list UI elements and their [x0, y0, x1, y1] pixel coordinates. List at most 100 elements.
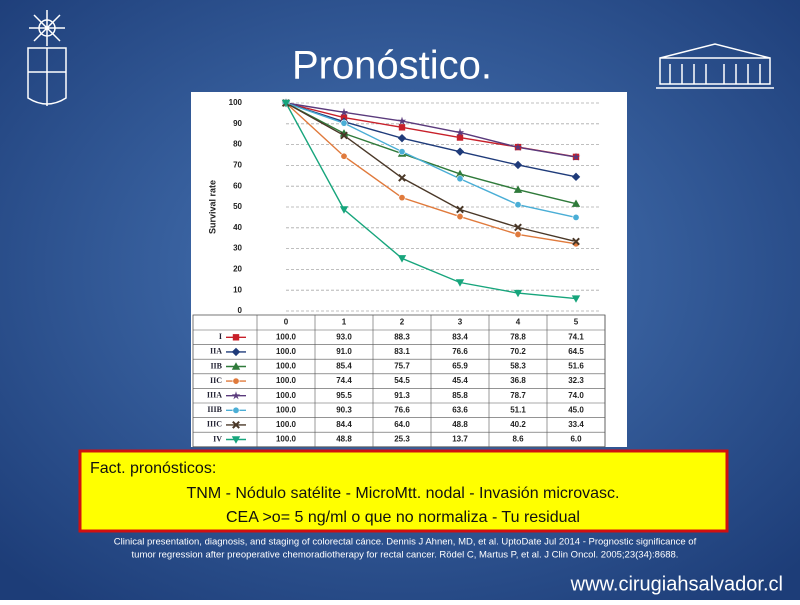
table-cell: 93.0 [336, 332, 352, 341]
table-cell: 58.3 [510, 362, 526, 371]
y-tick-label: 0 [238, 306, 243, 315]
data-point [513, 142, 523, 151]
table-header: 1 [342, 318, 347, 327]
table-cell: 100.0 [276, 405, 297, 414]
data-point [514, 230, 522, 238]
data-point [513, 289, 523, 298]
table-cell: 85.4 [336, 362, 352, 371]
table-cell: 51.1 [510, 405, 526, 414]
table-header: 3 [458, 318, 463, 327]
legend-label: IIIB [207, 405, 222, 414]
table-cell: 83.1 [394, 347, 410, 356]
table-cell: 70.2 [510, 347, 526, 356]
citation: tumor regression after preoperative chem… [132, 550, 679, 561]
data-point [455, 279, 465, 287]
series-line [285, 102, 577, 245]
data-point [455, 147, 465, 156]
legend-marker [232, 420, 240, 429]
data-point [513, 185, 523, 193]
table-header: 4 [516, 318, 521, 327]
y-tick-label: 60 [233, 181, 242, 190]
data-point [456, 134, 464, 141]
table-cell: 64.0 [394, 420, 410, 429]
table-cell: 74.0 [568, 391, 584, 400]
legend-label: I [219, 332, 222, 341]
box-line: CEA >o= 5 ng/ml o que no normaliza - Tu … [226, 509, 580, 526]
table-cell: 95.5 [336, 391, 352, 400]
citation: Clinical presentation, diagnosis, and st… [114, 537, 697, 548]
data-point [571, 199, 581, 207]
data-point [340, 119, 348, 127]
logo-right [656, 43, 774, 89]
table-cell: 100.0 [276, 347, 297, 356]
table-cell: 63.6 [452, 405, 468, 414]
table-cell: 6.0 [570, 435, 582, 444]
table-cell: 54.5 [394, 376, 410, 385]
table-header: 0 [284, 318, 289, 327]
table-cell: 84.4 [336, 420, 352, 429]
series-line [285, 102, 577, 300]
table-cell: 100.0 [276, 362, 297, 371]
data-point [397, 133, 407, 143]
legend-marker [231, 347, 241, 357]
table-cell: 36.8 [510, 376, 526, 385]
data-point [398, 148, 406, 156]
data-point [571, 172, 581, 182]
table-cell: 48.8 [452, 420, 468, 429]
table-cell: 91.3 [394, 391, 410, 400]
data-point [339, 206, 349, 214]
table-cell: 78.8 [510, 332, 526, 341]
data-point [572, 213, 580, 221]
table-cell: 33.4 [568, 420, 584, 429]
box-line: TNM - Nódulo satélite - MicroMtt. nodal … [186, 485, 619, 502]
data-point [571, 152, 581, 161]
table-cell: 25.3 [394, 435, 410, 444]
data-point [339, 107, 349, 116]
table-cell: 100.0 [276, 420, 297, 429]
legend-marker [231, 436, 241, 444]
table-cell: 65.9 [452, 362, 468, 371]
data-point [514, 201, 522, 209]
table-cell: 74.1 [568, 332, 584, 341]
legend-label: IIC [210, 376, 222, 385]
table-cell: 90.3 [336, 405, 352, 414]
data-point [281, 99, 291, 108]
table-cell: 13.7 [452, 435, 468, 444]
y-tick-label: 80 [233, 140, 242, 149]
box-heading: Fact. pronósticos: [90, 460, 216, 477]
legend-label: IIA [210, 347, 222, 356]
table-cell: 75.7 [394, 362, 410, 371]
data-point [398, 194, 406, 202]
series-line [285, 102, 577, 219]
table-cell: 83.4 [452, 332, 468, 341]
slide-title: Pronóstico. [292, 44, 492, 88]
data-point [398, 173, 406, 182]
legend-marker [232, 377, 240, 385]
y-tick-label: 50 [233, 202, 242, 211]
y-tick-label: 30 [233, 244, 242, 253]
data-point [571, 295, 581, 303]
table-cell: 45.4 [452, 376, 468, 385]
table-cell: 100.0 [276, 332, 297, 341]
data-point [397, 116, 407, 125]
data-point [572, 237, 580, 246]
table-cell: 32.3 [568, 376, 584, 385]
y-tick-label: 90 [233, 119, 242, 128]
table-cell: 64.5 [568, 347, 584, 356]
y-axis-label: Survival rate [207, 180, 217, 234]
legend-label: IIIA [207, 391, 222, 400]
factors-box [78, 449, 729, 533]
legend-marker [231, 362, 241, 370]
table-header: 5 [574, 318, 579, 327]
series-line [285, 102, 577, 158]
series-line [285, 102, 577, 243]
series-line [285, 102, 577, 178]
data-point [398, 124, 406, 131]
table-cell: 40.2 [510, 420, 526, 429]
website: www.cirugiahsalvador.cl [570, 573, 783, 595]
table-cell: 78.7 [510, 391, 526, 400]
data-point [456, 213, 464, 221]
table-cell: 45.0 [568, 405, 584, 414]
data-point [456, 205, 464, 214]
